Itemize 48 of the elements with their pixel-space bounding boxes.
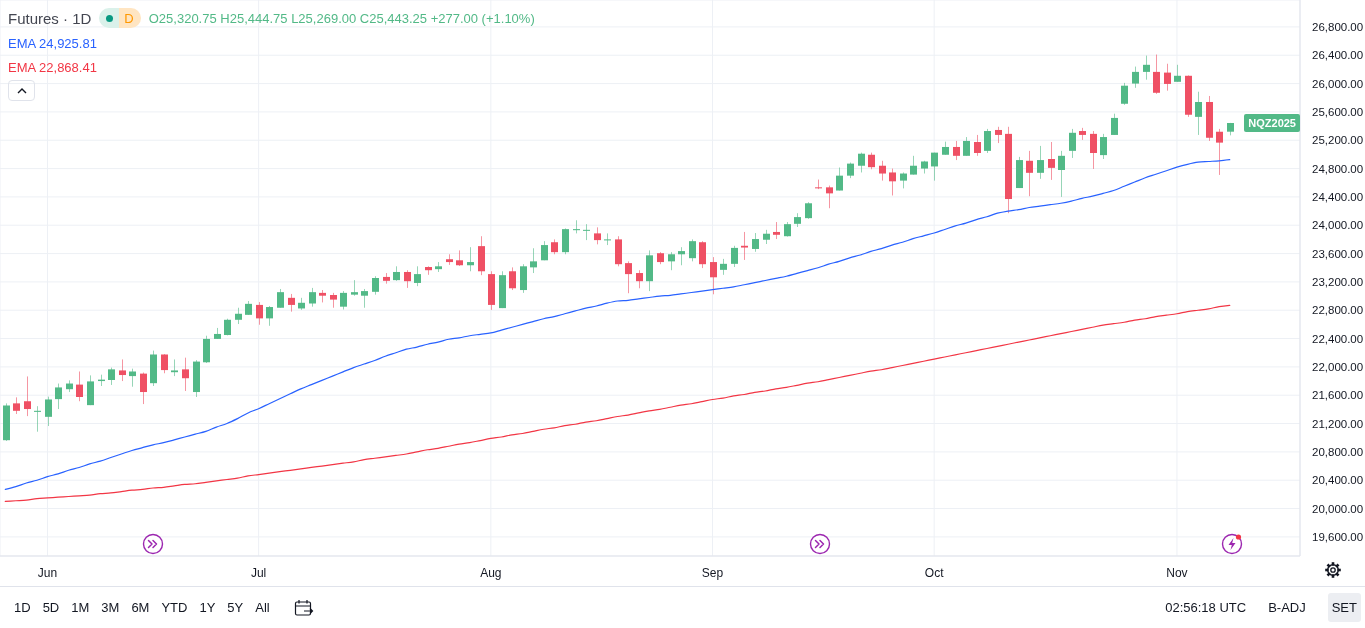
text: EMA 22,868.41 [8,59,97,75]
x-tick-label: Aug [480,565,502,580]
text: NQZ2025 [1244,114,1300,132]
text: Futures · 1D [8,9,92,27]
x-tick-label: Sep [701,565,724,580]
y-tick-label: 23,200.00 [1312,275,1364,288]
candlestick [604,232,611,246]
y-tick-label: 24,400.00 [1312,190,1364,203]
y-tick-label: 20,800.00 [1312,445,1364,458]
y-tick-label: 20,000.00 [1312,502,1364,515]
text: All [255,600,270,615]
text: YTD [161,600,188,615]
x-tick-label: Jul [250,565,267,580]
x-tick-label: Oct [924,565,945,580]
text: 5Y [227,600,244,615]
candlestick [583,223,590,241]
y-tick-label: 26,400.00 [1312,49,1364,62]
text: 1M [71,600,90,615]
y-tick-label: 21,200.00 [1312,417,1364,430]
line-series [4,159,1231,491]
y-tick-label: 24,000.00 [1312,219,1364,232]
y-tick-label: 23,600.00 [1312,247,1364,260]
text: 02:56:18 UTC [1165,600,1247,615]
y-tick-label: 26,800.00 [1312,21,1364,33]
x-tick-label: Jun [37,565,58,580]
y-tick-label: 19,600.00 [1312,530,1364,543]
line-series [4,304,1231,503]
y-tick-label: 22,800.00 [1312,304,1364,317]
candlestick [573,219,580,234]
text: B-ADJ [1268,600,1306,615]
text: 1D [14,600,31,615]
y-tick-label: 25,600.00 [1312,105,1364,118]
x-tick-label: Nov [1166,565,1188,580]
annotation: D [119,8,141,28]
y-tick-label: 21,600.00 [1312,389,1364,402]
text: SET [1327,593,1361,622]
y-tick-label: 25,200.00 [1312,134,1364,147]
y-tick-label: 22,400.00 [1312,332,1364,345]
y-tick-label: 26,000.00 [1312,77,1364,90]
text: 5D [42,600,60,615]
text: 1Y [199,600,216,615]
text: 3M [101,600,120,615]
annotation: O25,320.75 H25,444.75 L25,269.00 C25,443.25 +277.00 (+1.10%) [148,10,535,26]
y-tick-label: 20,400.00 [1312,474,1364,487]
y-tick-label: 22,000.00 [1312,360,1364,373]
text: EMA 24,925.81 [8,35,97,51]
text: 6M [131,600,150,615]
y-tick-label: 24,800.00 [1312,162,1364,175]
